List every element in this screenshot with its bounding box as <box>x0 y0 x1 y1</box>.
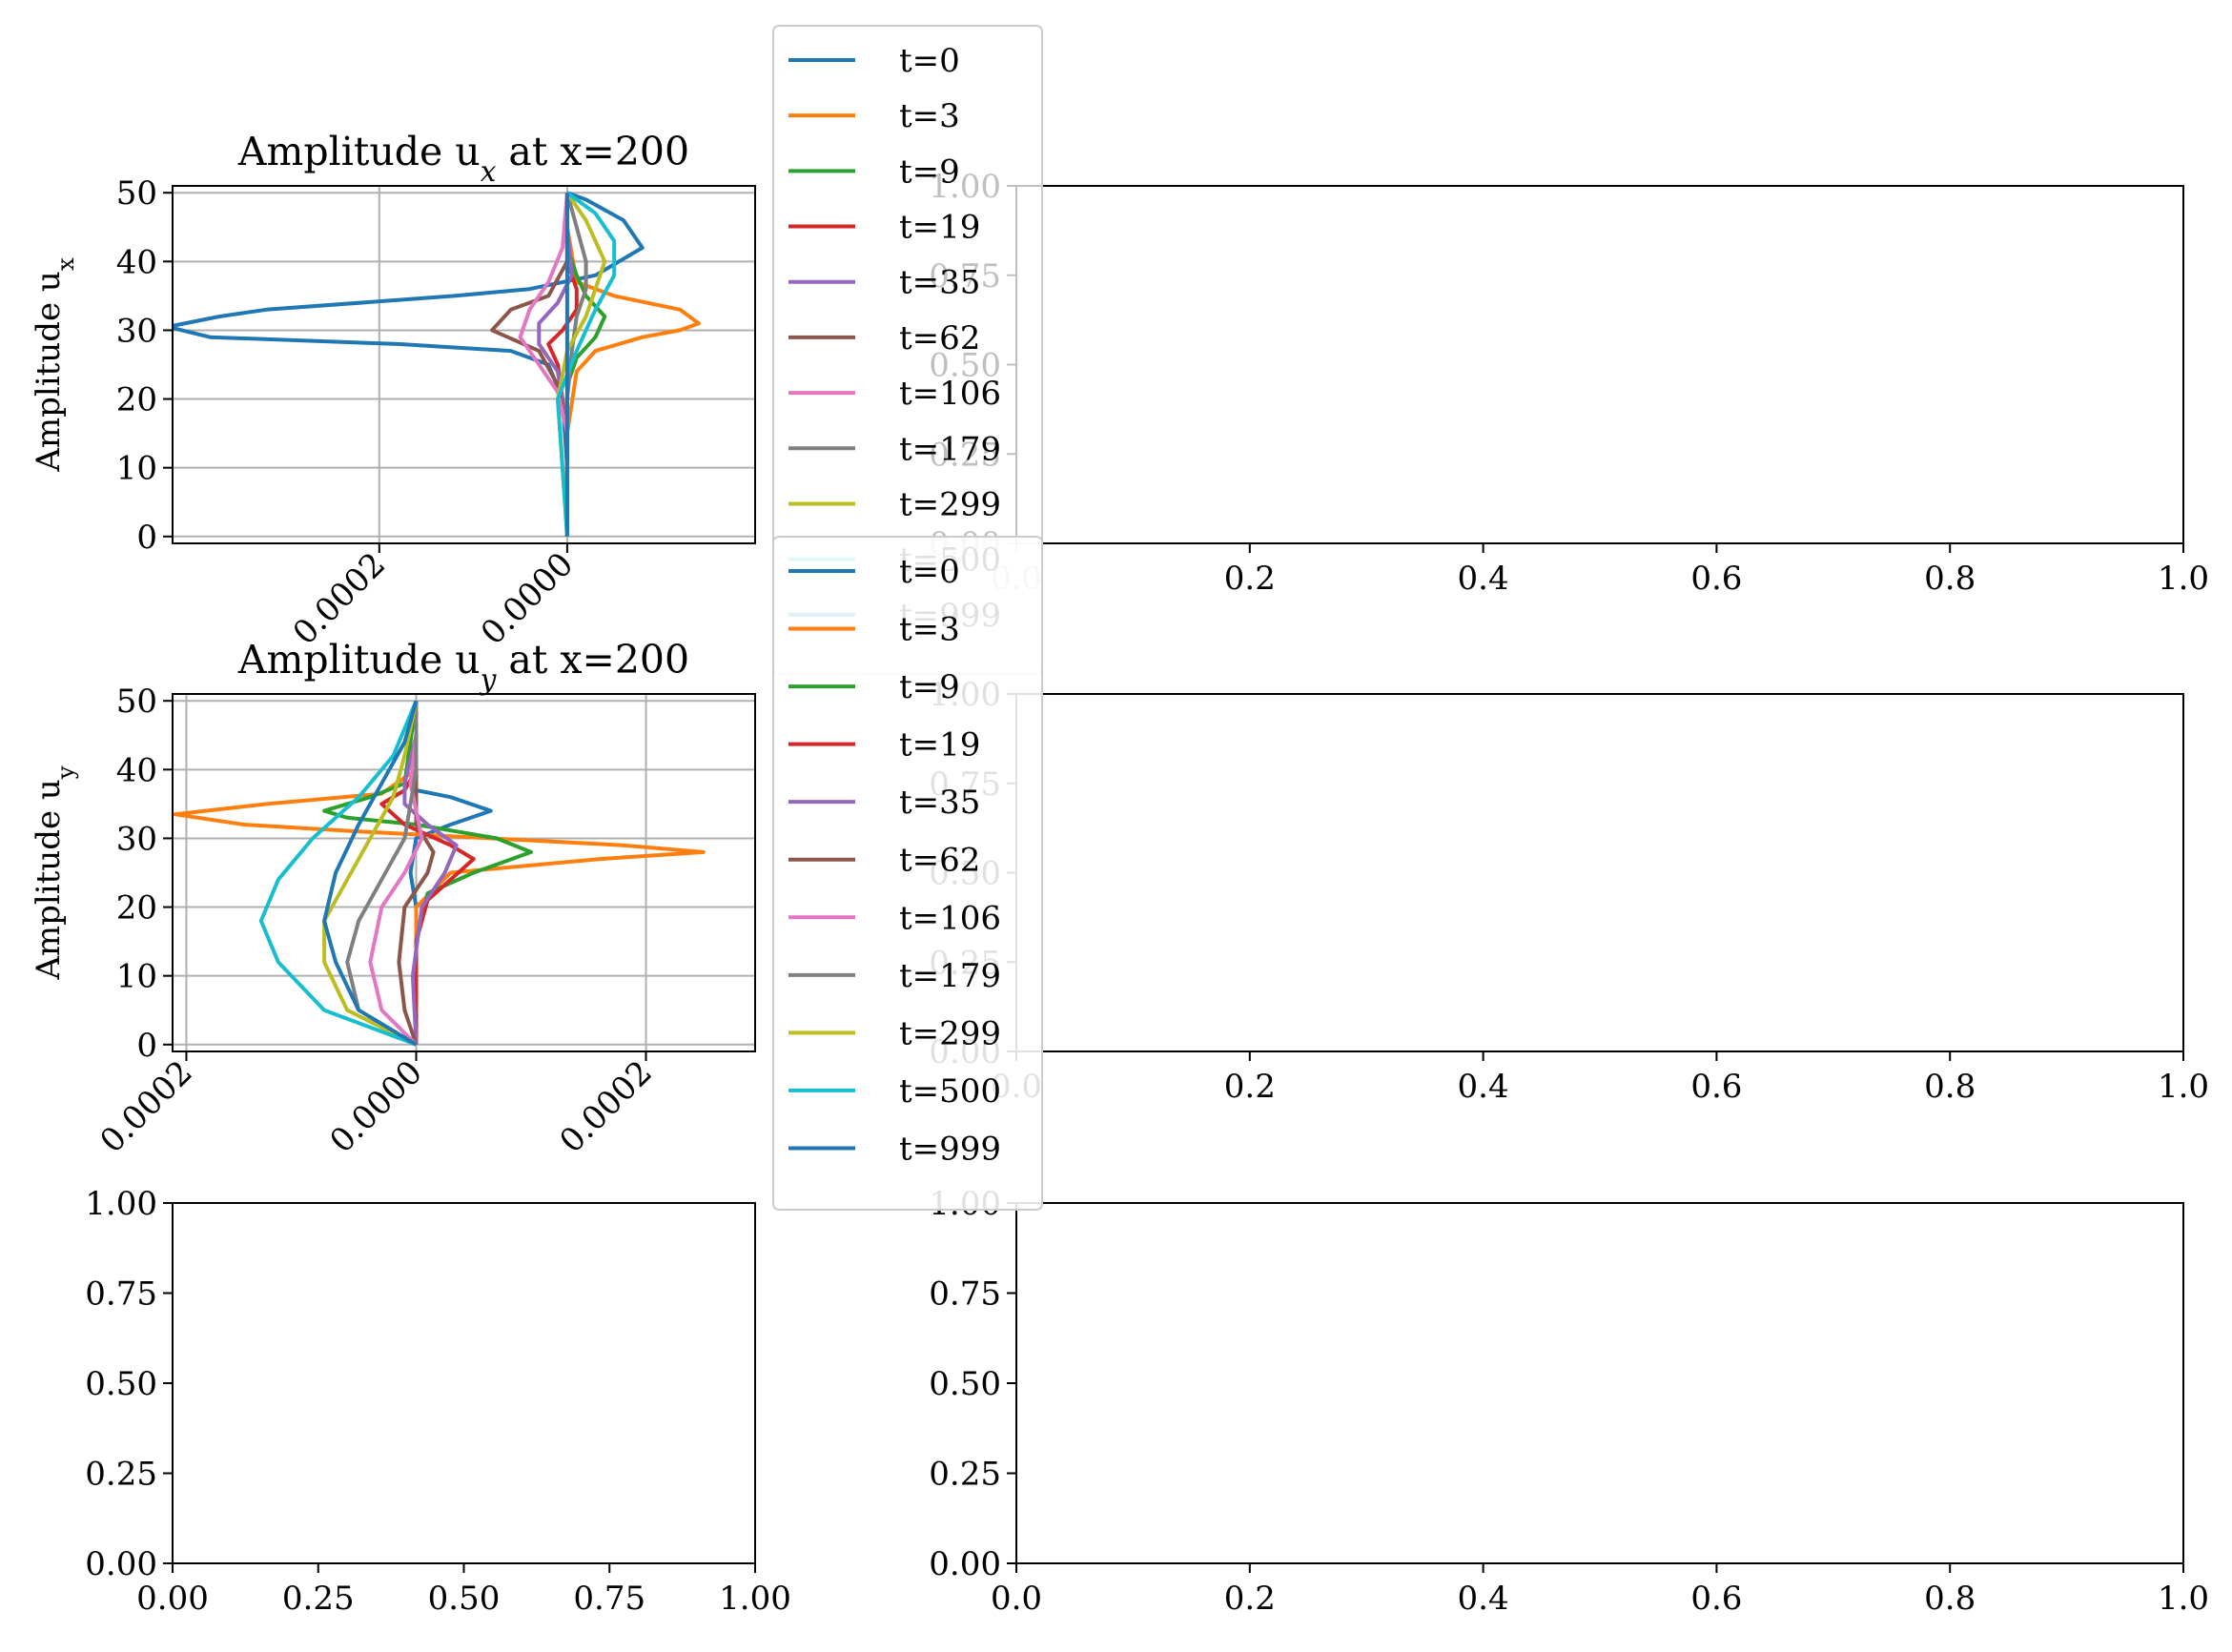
legend-label: t=299 <box>899 485 1001 523</box>
y-tick-label: 0 <box>136 519 157 557</box>
axes-frame <box>172 693 756 1052</box>
series-line-t-299 <box>322 700 419 1047</box>
x-tick-label: 0.8 <box>1924 1068 1976 1106</box>
legend-label: t=106 <box>899 899 1001 937</box>
panel-empty-bottom-left: 0.00 0.25 0.50 0.75 1.00 0.00 0.25 0.50 0.75 1.00 <box>85 1185 791 1618</box>
x-tick-label: 0.25 <box>282 1580 355 1618</box>
x-tick-label: 0.8 <box>1924 560 1976 598</box>
legend-label: t=299 <box>899 1014 1001 1052</box>
y-tick-label: 30 <box>116 820 157 858</box>
series-line-t-106 <box>518 193 569 537</box>
legend-label: t=3 <box>899 611 960 649</box>
series-line-t-3 <box>564 193 701 537</box>
legend-label: t=19 <box>899 726 980 765</box>
panel-title: Amplitude uy at x=200 <box>237 637 689 696</box>
legend-uy: t=0 t=3 t=9 t=19 t=35 t=62 t=106 t=179 t=299 t=50… <box>772 536 1043 1211</box>
series-line-t-62 <box>397 701 436 1046</box>
y-tick-label: 20 <box>116 381 157 419</box>
x-tick-label: 0.2 <box>1224 560 1276 598</box>
x-tick-label: 1.0 <box>2158 1068 2209 1106</box>
y-tick-label: 0.75 <box>85 1275 157 1314</box>
legend-label: t=0 <box>899 553 960 591</box>
y-tick-label: 50 <box>116 174 157 213</box>
series-line-t-106 <box>368 701 424 1047</box>
x-tick-label: 0.0 <box>991 1580 1042 1618</box>
panel-title: Amplitude ux at x=200 <box>237 129 689 188</box>
x-tick-label: 0.0002 <box>92 1053 199 1160</box>
y-axis-label: Amplitude ux <box>30 257 79 472</box>
x-tick-label: 1.00 <box>719 1580 791 1618</box>
x-tick-label: 0.75 <box>573 1580 645 1618</box>
x-tick-label: 0.00 <box>136 1580 209 1618</box>
x-tick-label: 1.0 <box>2158 1580 2209 1618</box>
axes-frame <box>172 185 756 544</box>
legend-label: t=179 <box>899 430 1001 468</box>
legend-box <box>772 536 1043 1211</box>
y-tick-label: 20 <box>116 889 157 928</box>
series-line-t-35 <box>402 701 459 1045</box>
legend-label: t=35 <box>899 784 980 822</box>
panel-empty-bottom-right: 0.00.20.40.60.81.00.000.250.500.751.00 <box>929 1185 2209 1618</box>
series-group <box>173 191 701 537</box>
y-tick-label: 10 <box>116 958 157 996</box>
x-tick-label: 0.6 <box>1690 1580 1742 1618</box>
y-tick-label: 50 <box>116 683 157 721</box>
series-line-t-500 <box>556 191 617 537</box>
y-tick-label: 0.25 <box>85 1456 157 1494</box>
x-tick-label: 0.2 <box>1224 1580 1276 1618</box>
series-line-t-999 <box>322 700 419 1047</box>
legend-label: t=9 <box>899 668 960 706</box>
legend-ux: t=0t=3t=9t=19t=35t=62t=106t=179t=299t=50… <box>772 25 1043 675</box>
series-line-t-500 <box>258 700 419 1047</box>
y-tick-label: 30 <box>116 312 157 350</box>
x-tick-label: 0.6 <box>1690 1068 1742 1106</box>
axes-frame <box>172 1202 756 1564</box>
x-tick-label: 0.50 <box>428 1580 501 1618</box>
y-tick-label: 0.00 <box>929 1545 1001 1583</box>
legend-label: t=3 <box>899 97 960 135</box>
legend-label: t=19 <box>899 209 980 247</box>
legend-label: t=106 <box>899 375 1001 413</box>
x-tick-label: 0.6 <box>1690 560 1742 598</box>
legend-label: t=999 <box>899 1130 1001 1168</box>
y-tick-label: 0 <box>136 1027 157 1065</box>
x-tick-label: 0.4 <box>1458 1068 1509 1106</box>
legend-label: t=500 <box>899 1072 1001 1111</box>
x-tick-label: 0.0000 <box>322 1053 429 1160</box>
y-tick-label: 0.25 <box>929 1456 1001 1494</box>
series-line-t-179 <box>345 701 419 1047</box>
y-tick-label: 40 <box>116 243 157 281</box>
y-tick-label: 0.75 <box>929 1275 1001 1314</box>
x-tick-label: 0.8 <box>1924 1580 1976 1618</box>
axes-frame <box>1015 185 2184 544</box>
panel-uy: 0 10 20 30 40 50 0.0002 0.0000 0.0002 Amplitude u… <box>30 637 756 1160</box>
legend-label: t=35 <box>899 264 980 302</box>
y-tick-label: 40 <box>116 751 157 789</box>
legend-label: t=62 <box>899 842 980 880</box>
x-tick-label: 0.4 <box>1458 1580 1509 1618</box>
x-tick-label: 0.2 <box>1224 1068 1276 1106</box>
y-tick-label: 0.50 <box>85 1365 157 1403</box>
y-axis-label: Amplitude uy <box>30 765 79 980</box>
panel-empty-top-right: 0.00.20.40.60.81.00.000.250.500.751.00 <box>929 168 2209 598</box>
legend-label: t=179 <box>899 957 1001 995</box>
x-tick-label: 0.4 <box>1458 560 1509 598</box>
series-line-t-3 <box>173 701 706 1045</box>
y-tick-label: 1.00 <box>85 1185 157 1223</box>
axes-frame <box>1015 693 2184 1052</box>
x-tick-label: 0.0002 <box>552 1053 659 1160</box>
series-line-t-19 <box>379 701 476 1045</box>
series-group <box>173 700 706 1047</box>
legend-label: t=9 <box>899 153 960 191</box>
legend-label: t=62 <box>899 319 980 357</box>
y-tick-label: 10 <box>116 450 157 488</box>
legend-label: t=0 <box>899 42 960 80</box>
axes-frame <box>1015 1202 2184 1564</box>
y-tick-label: 0.50 <box>929 1365 1001 1403</box>
y-tick-label: 0.00 <box>85 1545 157 1583</box>
panel-empty-mid-right: 0.00.20.40.60.81.00.000.250.500.751.00 <box>929 676 2209 1106</box>
x-tick-label: 1.0 <box>2158 560 2209 598</box>
